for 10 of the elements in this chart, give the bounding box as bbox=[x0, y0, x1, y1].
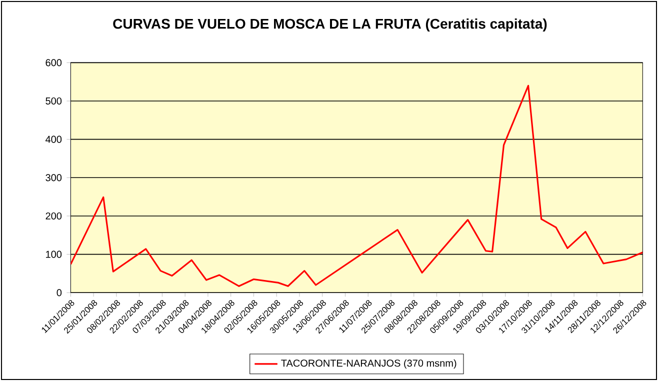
y-tick-label: 500 bbox=[46, 97, 62, 105]
y-tick-label: 0 bbox=[56, 289, 62, 296]
chart-title: CURVAS DE VUELO DE MOSCA DE LA FRUTA (Ceratitis capitata) bbox=[113, 18, 547, 32]
y-tick-label: 100 bbox=[46, 250, 62, 258]
legend-label: TACORONTE-NARANJOS (370 msnm) bbox=[281, 359, 456, 369]
line-series bbox=[70, 84, 643, 287]
y-tick-label: 400 bbox=[46, 136, 62, 143]
y-tick-label: 600 bbox=[46, 59, 62, 66]
y-tick-label: 300 bbox=[46, 174, 62, 182]
y-tick-label: 200 bbox=[46, 212, 62, 220]
